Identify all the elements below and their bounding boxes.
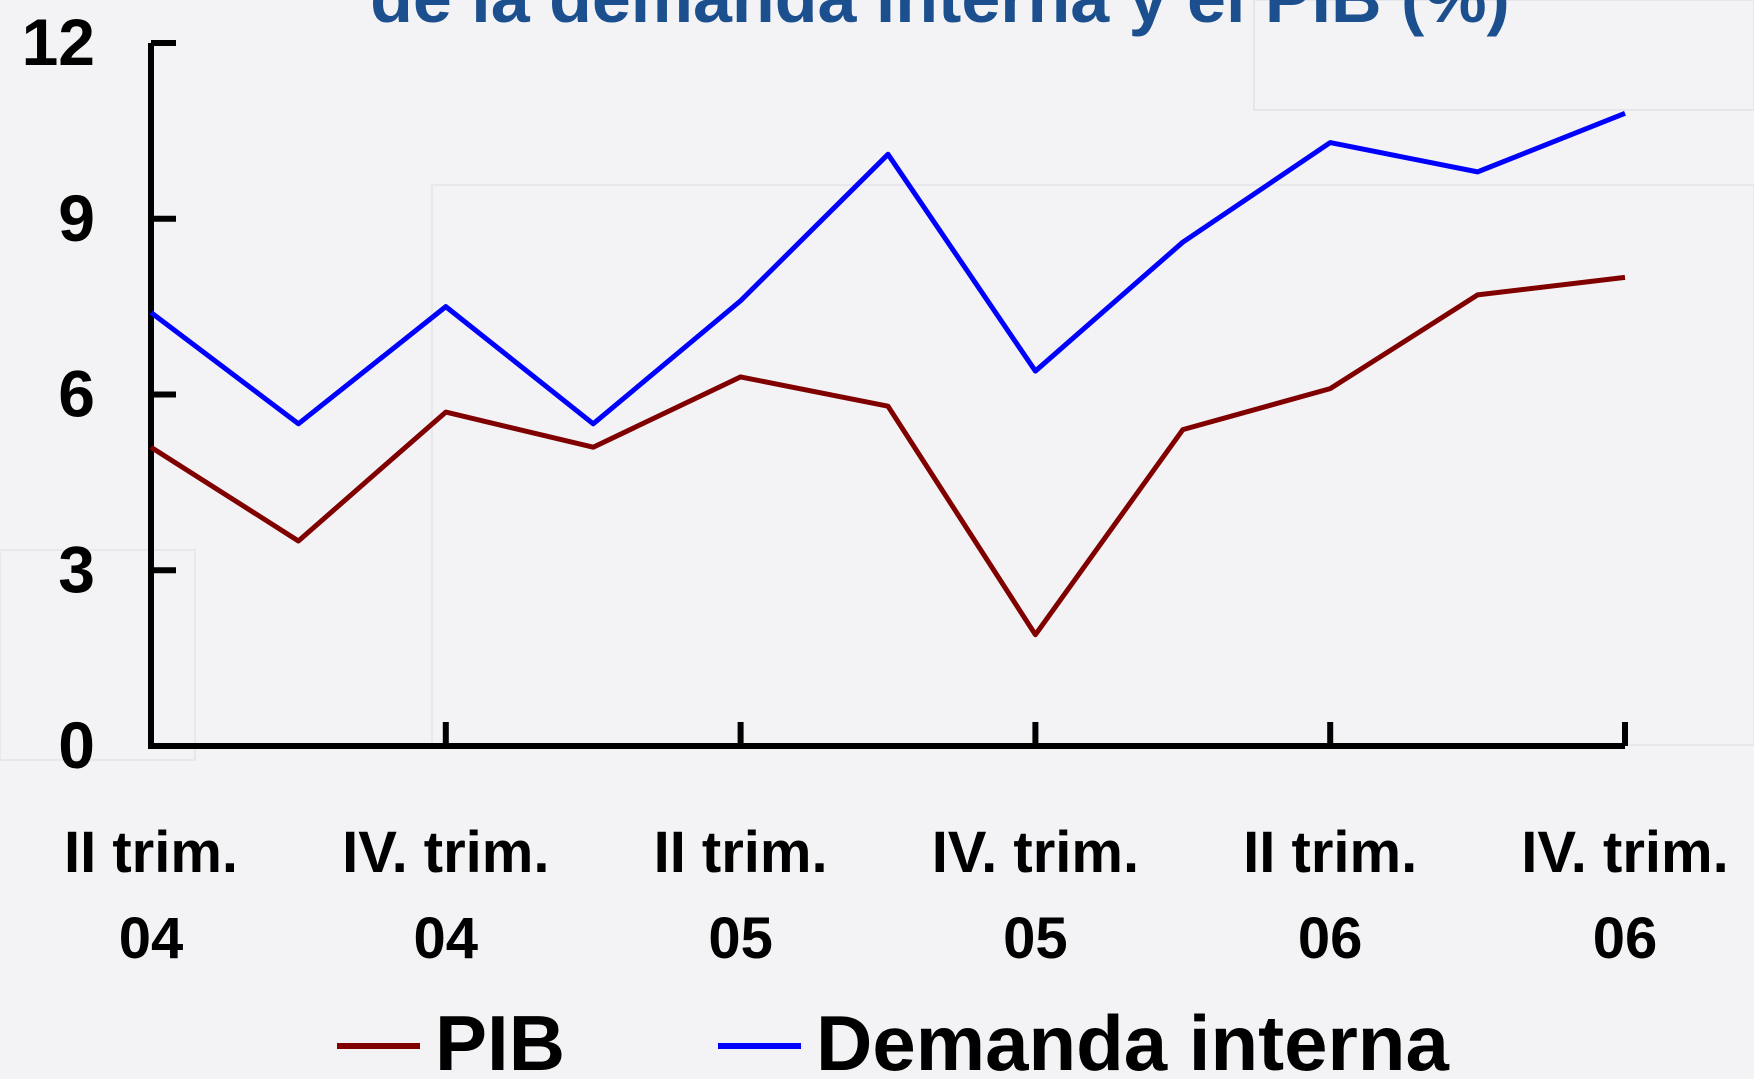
x-tick-label: II trim. 06 bbox=[1243, 820, 1418, 971]
y-tick-label: 9 bbox=[58, 181, 95, 255]
y-tick-label: 6 bbox=[58, 357, 95, 431]
chart-title: de la demanda interna y el PIB (%) bbox=[370, 0, 1510, 37]
x-tick-label: IV. trim. 04 bbox=[342, 820, 550, 971]
x-tick-label: II trim. 05 bbox=[653, 820, 828, 971]
series-line bbox=[149, 110, 1626, 427]
bg-panel bbox=[1253, 0, 1754, 111]
legend-label: PIB bbox=[435, 999, 565, 1079]
legend-label: Demanda interna bbox=[816, 999, 1449, 1079]
y-tick-label: 12 bbox=[22, 5, 95, 79]
bg-panel bbox=[0, 549, 196, 761]
x-tick-label: IV. trim. 06 bbox=[1521, 820, 1729, 971]
series-line bbox=[149, 274, 1626, 638]
y-tick-label: 0 bbox=[58, 708, 95, 782]
bg-panel bbox=[431, 184, 1754, 746]
x-tick-label: IV. trim. 05 bbox=[931, 820, 1140, 971]
y-tick-label: 3 bbox=[58, 532, 95, 606]
x-tick-label: II trim. 04 bbox=[63, 820, 239, 971]
